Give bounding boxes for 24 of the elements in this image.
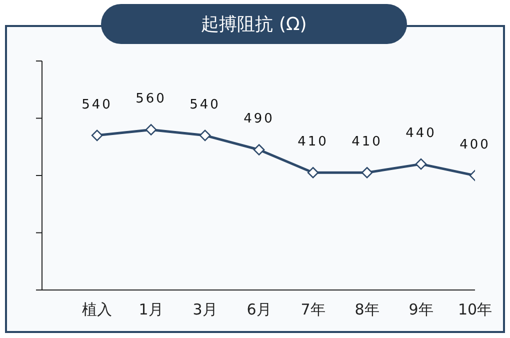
x-tick-label: 7年 [300,300,326,319]
x-tick-label: 8年 [354,300,380,319]
point [199,130,211,142]
x-tick-label: 植入 [82,300,112,319]
chart-title: 起搏阻抗 (Ω) [201,13,307,36]
x-tick-label: 3月 [192,300,218,319]
data-label: 540 [82,97,112,112]
point [415,158,427,170]
data-label: 400 [460,138,490,152]
data-label: 560 [136,92,166,107]
x-tick-label: 9年 [408,300,434,319]
point [145,124,157,136]
point [91,130,103,142]
data-label: 540 [190,97,220,112]
x-tick-label: 10年 [458,300,492,319]
point [253,144,265,156]
data-label: 410 [352,134,382,150]
data-label: 410 [298,134,328,150]
point [307,166,319,178]
x-tick-label: 1月 [138,300,164,319]
point [361,166,373,178]
x-tick-label: 6月 [246,300,272,319]
data-label: 440 [406,126,436,142]
data-label: 490 [244,112,274,127]
